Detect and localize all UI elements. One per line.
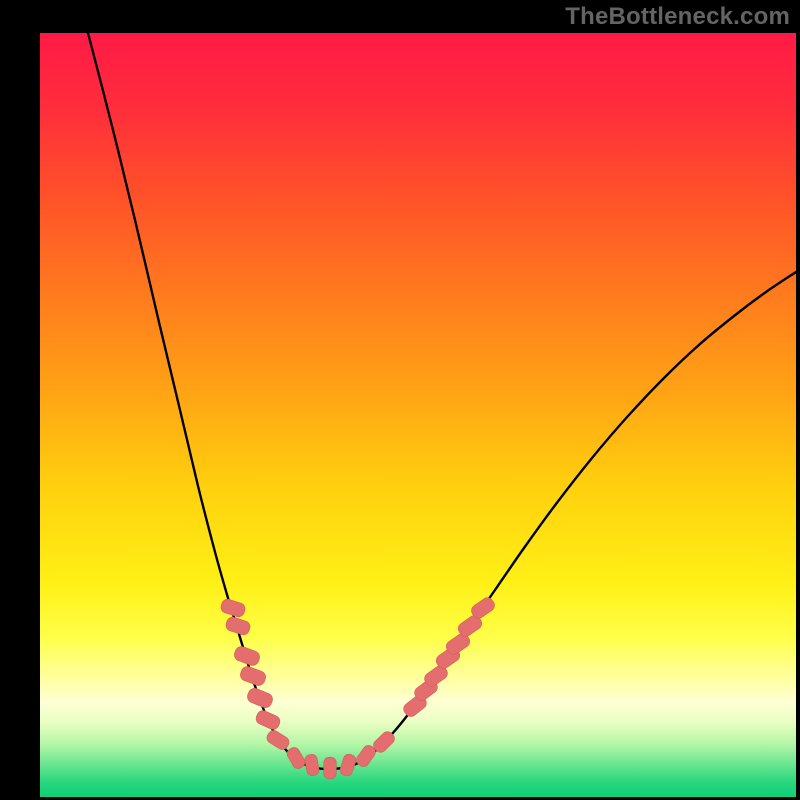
chart-svg: [0, 0, 800, 800]
plot-background: [40, 33, 796, 797]
curve-marker: [324, 757, 337, 779]
chart-stage: TheBottleneck.com: [0, 0, 800, 800]
